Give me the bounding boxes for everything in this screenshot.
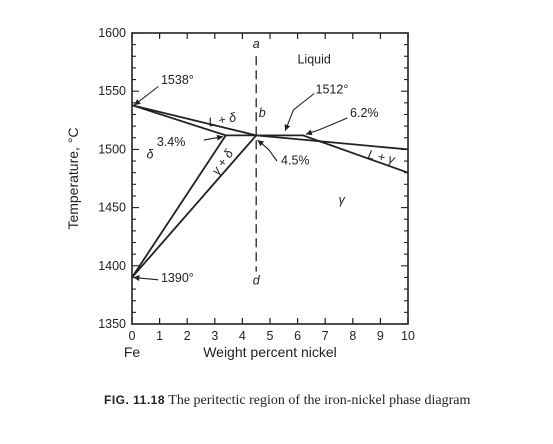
axis-ticks	[131, 32, 409, 325]
x-tick-label: 8	[349, 329, 356, 343]
annotation-label: 1538°	[161, 73, 194, 87]
annotation-label: 6.2%	[350, 106, 379, 120]
annotation-label: 4.5%	[281, 154, 310, 168]
annotation-label: b	[259, 106, 266, 120]
caption-text: The peritectic region of the iron-nickel…	[165, 393, 471, 408]
annotation-label: 1512°	[316, 83, 349, 97]
annotation-label: 3.4%	[157, 135, 186, 149]
phase-boundary-line	[131, 134, 257, 278]
x-tick-label: 2	[184, 329, 191, 343]
x-axis-start-label: Fe	[124, 344, 141, 360]
phase-label: γ	[339, 193, 346, 207]
x-tick-label: 0	[129, 329, 136, 343]
x-tick-label: 7	[322, 329, 329, 343]
leader-arrowhead	[305, 129, 313, 136]
annotation-label: 1390°	[161, 271, 194, 285]
y-tick-label: 1350	[98, 317, 126, 331]
figure-caption: FIG. 11.18 The peritectic region of the …	[104, 392, 484, 409]
x-tick-label: 9	[377, 329, 384, 343]
leader-line	[305, 117, 348, 135]
y-tick-label: 1550	[98, 84, 126, 98]
chart-labels: 0 1 2 3 4 5 6 7 8 9 10 1350 1400 1450 1500 1550 1600 Weig…	[65, 26, 415, 360]
annotation-leaders	[133, 86, 348, 281]
phase-boundaries	[131, 56, 409, 278]
annotation-label: d	[253, 273, 261, 287]
x-tick-label: 3	[211, 329, 218, 343]
figure-number: FIG. 11.18	[104, 393, 166, 407]
x-tick-label: 6	[294, 329, 301, 343]
annotation-label: a	[253, 37, 260, 51]
y-tick-label: 1600	[98, 26, 126, 40]
y-axis-label: Temperature, °C	[65, 127, 81, 229]
y-tick-label: 1500	[98, 142, 126, 156]
phase-label: L + γ	[366, 147, 396, 167]
phase-label: δ	[146, 148, 154, 162]
leader-arrowhead	[257, 140, 265, 147]
phase-boundary-line	[131, 134, 227, 278]
x-tick-label: 1	[156, 329, 163, 343]
x-tick-label: 10	[401, 329, 415, 343]
x-tick-label: 4	[239, 329, 246, 343]
x-axis-label: Weight percent nickel	[203, 344, 337, 360]
y-tick-label: 1450	[98, 201, 126, 215]
leader-arrowhead	[216, 134, 224, 141]
y-tick-label: 1400	[98, 259, 126, 273]
leader-arrowhead	[133, 275, 140, 281]
leader-arrowhead	[284, 124, 291, 131]
phase-label: L + δ	[207, 110, 238, 130]
phase-label: Liquid	[297, 52, 330, 66]
phase-boundary-line	[256, 134, 409, 174]
x-tick-label: 5	[267, 329, 274, 343]
leader-arrowhead	[134, 99, 141, 106]
leader-line	[284, 93, 315, 132]
